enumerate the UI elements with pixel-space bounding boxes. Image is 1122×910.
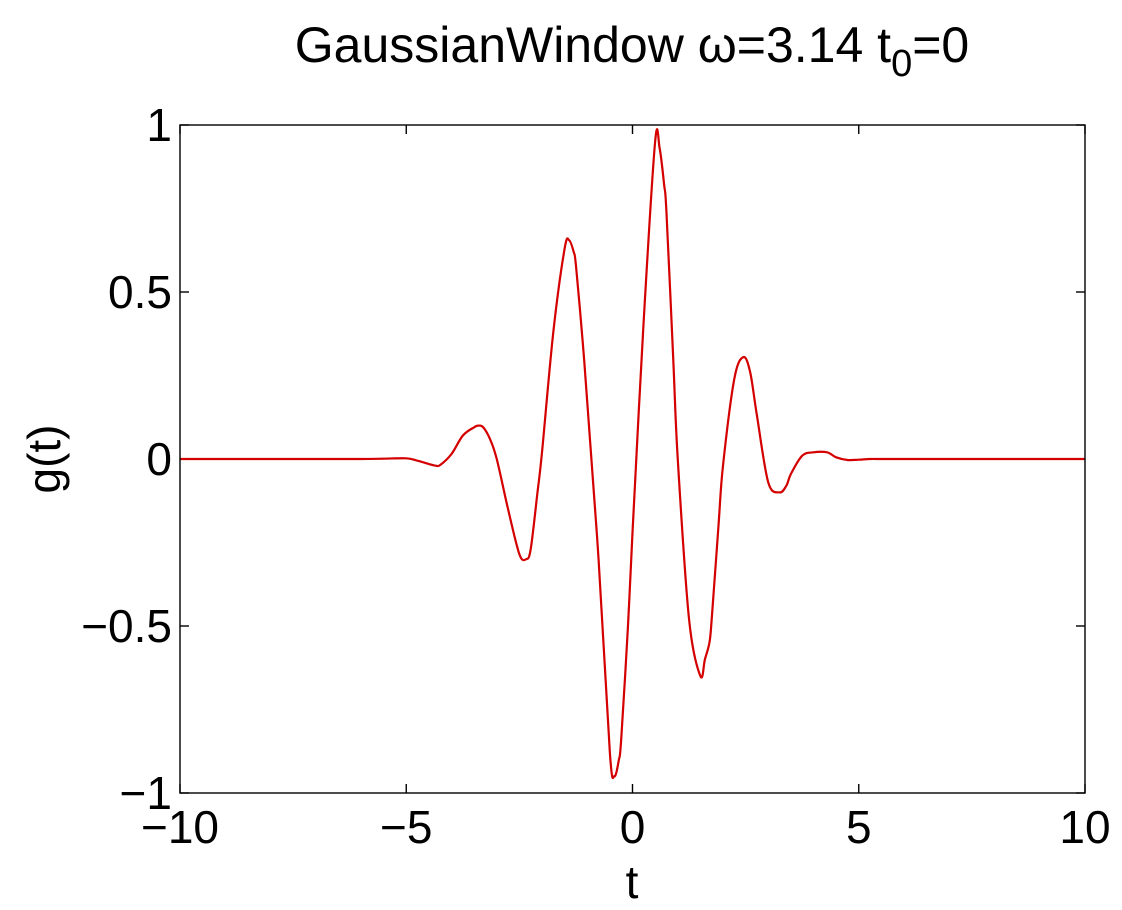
x-tick-label: 10 bbox=[1059, 801, 1110, 853]
x-tick-label: 0 bbox=[620, 801, 646, 853]
x-tick-label: −10 bbox=[141, 801, 219, 853]
y-tick-label: 1 bbox=[146, 99, 172, 151]
x-tick-label: 5 bbox=[846, 801, 872, 853]
x-tick-label: −5 bbox=[380, 801, 432, 853]
x-tick-labels: −10 −5 0 5 10 bbox=[141, 801, 1111, 853]
y-tick-label: −1 bbox=[120, 767, 172, 819]
y-axis-label: g(t) bbox=[18, 425, 70, 494]
y-tick-label: 0.5 bbox=[108, 266, 172, 318]
chart-title-tail: =0 bbox=[912, 17, 969, 73]
plot-frame bbox=[179, 124, 1086, 794]
y-tick-label: −0.5 bbox=[81, 600, 172, 652]
chart-title-subscript: 0 bbox=[891, 43, 912, 85]
y-tick-label: 0 bbox=[146, 433, 172, 485]
series-line bbox=[180, 128, 1085, 780]
y-tick-labels: −1 −0.5 0 0.5 1 bbox=[81, 99, 172, 819]
x-axis-label: t bbox=[626, 856, 639, 908]
chart-title-main: GaussianWindow ω=3.14 t bbox=[295, 17, 891, 73]
chart-title: GaussianWindow ω=3.14 t0=0 bbox=[295, 17, 969, 85]
